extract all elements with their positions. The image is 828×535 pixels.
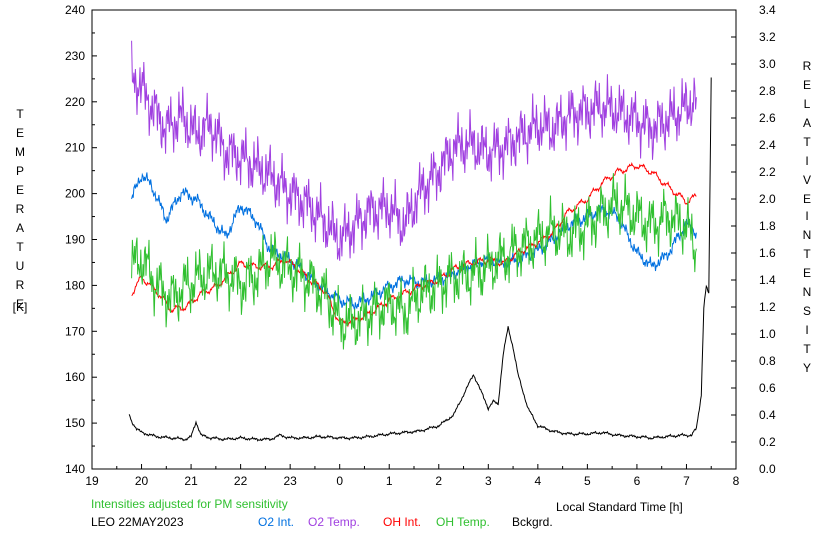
x-tick-label: 3 [485, 474, 492, 488]
x-tick-label: 8 [733, 474, 740, 488]
axis-title-letter: Y [802, 361, 811, 375]
axis-title-letter: E [802, 266, 811, 280]
y-left-tick-label: 220 [65, 95, 85, 109]
y-right-tick-label: 0.2 [759, 435, 776, 449]
station-label: LEO 22MAY2023 [91, 515, 184, 529]
x-tick-label: 1 [386, 474, 393, 488]
legend-oh-int: OH Int. [383, 515, 422, 529]
x-tick-label: 20 [135, 474, 149, 488]
axis-title-letter: T [803, 342, 811, 356]
plot-frame [91, 9, 737, 470]
series-line-ohtemp [131, 173, 697, 350]
axis-title-letter: U [15, 259, 25, 273]
y-left-tick-label: 210 [65, 141, 85, 155]
x-tick-label: 22 [234, 474, 248, 488]
x-tick-label: 19 [85, 474, 99, 488]
y-right-tick-label: 2.0 [759, 192, 776, 206]
y-right-tick-label: 3.2 [759, 30, 776, 44]
legend-oh-temp: OH Temp. [436, 515, 490, 529]
x-tick-label: 5 [584, 474, 591, 488]
axis-title-letter: I [805, 154, 809, 168]
y-right-tick-label: 1.4 [759, 273, 776, 287]
axis-title-letter: R [15, 278, 25, 292]
x-tick-label: 21 [184, 474, 198, 488]
legend-o2-temp: O2 Temp. [308, 515, 360, 529]
y-right-tick-label: 0.0 [759, 462, 776, 476]
y-right-tick-label: 1.6 [759, 246, 776, 260]
y-left-tick-label: 170 [65, 324, 85, 338]
axis-title-letter: A [802, 116, 811, 130]
axis-title-letter: E [15, 297, 24, 311]
series-line-o2temp [131, 40, 697, 261]
y-right-tick-label: 2.4 [759, 138, 776, 152]
axis-title-letter: N [802, 228, 812, 242]
axis-title-letter: T [803, 247, 811, 261]
x-tick-label: 4 [535, 474, 542, 488]
axis-title-letter: T [16, 107, 24, 121]
axis-layer: 1401501601701801902002102202302400.00.20… [65, 3, 776, 488]
series-line-bckgrd [128, 77, 712, 442]
y-right-tick-label: 1.2 [759, 300, 776, 314]
axis-title-letter: E [802, 192, 811, 206]
axis-title-letter: N [802, 285, 812, 299]
y-right-tick-label: 1.8 [759, 219, 776, 233]
series-line-o2int [131, 172, 697, 311]
axis-title-letter: I [805, 323, 809, 337]
y-right-tick-label: 0.6 [759, 381, 776, 395]
x-tick-label: 6 [634, 474, 641, 488]
y-left-tick-label: 230 [65, 49, 85, 63]
axis-title-letter: P [15, 164, 24, 178]
y-right-tick-label: 3.4 [759, 3, 776, 17]
axis-title-letter: R [802, 59, 812, 73]
axis-title-letter: I [805, 209, 809, 223]
series-layer [128, 40, 712, 442]
y-left-tick-label: 180 [65, 278, 85, 292]
axis-title-letter: V [802, 173, 811, 187]
y-left-tick-label: 240 [65, 3, 85, 17]
y-right-tick-label: 3.0 [759, 57, 776, 71]
y-right-tick-label: 0.4 [759, 408, 776, 422]
axis-title-letter: T [803, 135, 811, 149]
y-left-tick-label: 190 [65, 233, 85, 247]
pm-sensitivity-note: Intensities adjusted for PM sensitivity [91, 497, 288, 511]
y-left-tick-label: 150 [65, 416, 85, 430]
x-axis-label: Local Standard Time [h] [556, 500, 683, 514]
x-tick-label: 7 [683, 474, 690, 488]
axis-title-letter: A [15, 221, 24, 235]
y-right-tick-label: 0.8 [759, 354, 776, 368]
y-axis-left-unit: [K] [12, 300, 28, 314]
axis-title-letter: L [803, 97, 811, 111]
legend-bckgrd: Bckgrd. [512, 515, 553, 529]
y-left-tick-label: 140 [65, 462, 85, 476]
axis-title-letter: M [15, 145, 25, 159]
y-left-tick-label: 160 [65, 370, 85, 384]
y-left-tick-label: 200 [65, 187, 85, 201]
legend-o2-int: O2 Int. [258, 515, 295, 529]
axis-title-letter: E [15, 183, 24, 197]
y-right-tick-label: 1.0 [759, 327, 776, 341]
axis-title-letter: E [802, 78, 811, 92]
y-right-tick-label: 2.6 [759, 111, 776, 125]
axis-title-letter: E [15, 126, 24, 140]
axis-title-letter: T [16, 240, 24, 254]
axis-title-letter: S [802, 304, 811, 318]
x-tick-label: 2 [435, 474, 442, 488]
axis-title-letter: R [15, 202, 25, 216]
y-right-tick-label: 2.8 [759, 84, 776, 98]
x-tick-label: 23 [283, 474, 297, 488]
y-right-tick-label: 2.2 [759, 165, 776, 179]
x-tick-label: 0 [336, 474, 343, 488]
